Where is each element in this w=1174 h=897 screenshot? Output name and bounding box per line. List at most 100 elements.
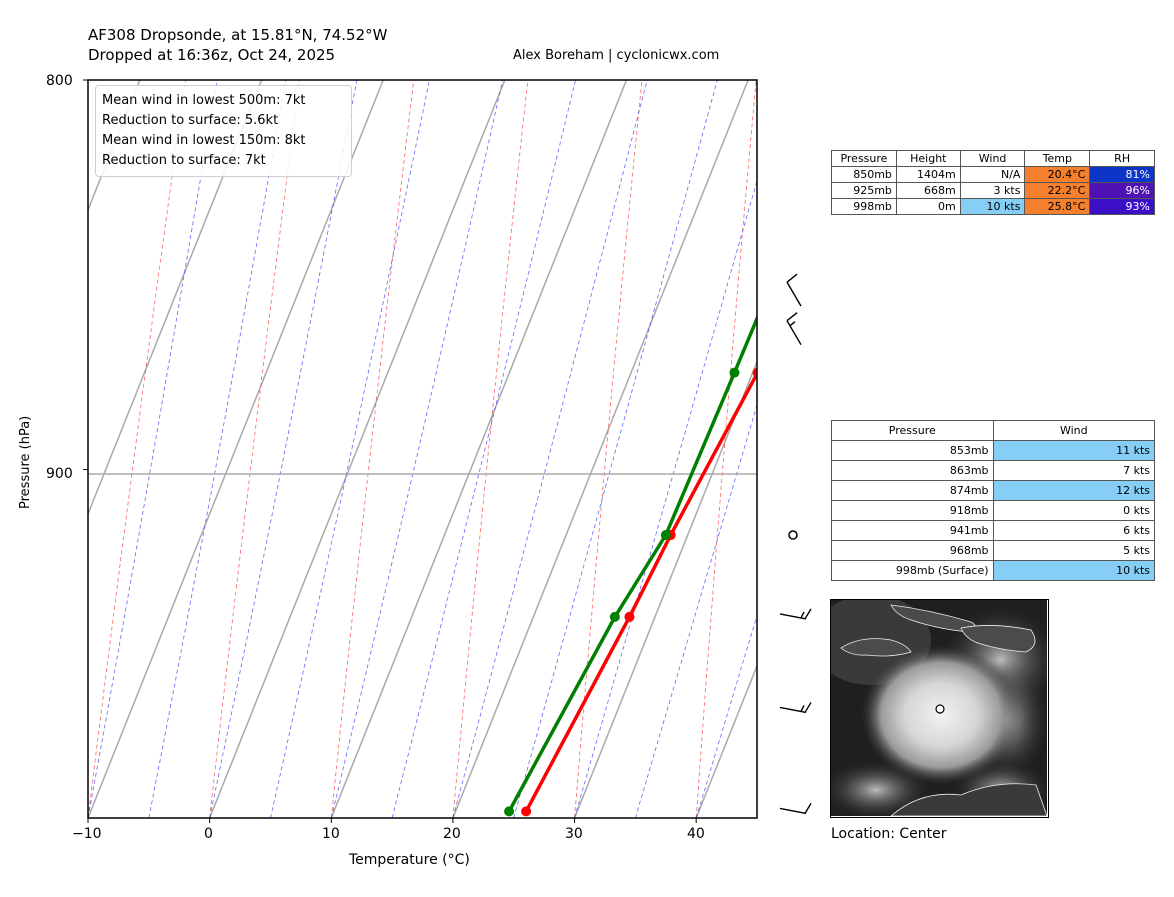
levels-row: 925mb 668m 3 kts 22.2°C 96% bbox=[831, 182, 1155, 199]
legend-line-2: Reduction to surface: 5.6kt bbox=[102, 113, 279, 128]
wind-row: 853mb 11 kts bbox=[831, 440, 1156, 461]
wind-barb-flag bbox=[804, 803, 812, 814]
moist-adiabat-line bbox=[635, 403, 757, 818]
temperature-point bbox=[624, 611, 635, 622]
wind-barb-staff bbox=[786, 281, 802, 307]
legend-line-4: Reduction to surface: 7kt bbox=[102, 153, 266, 168]
isotherm-line bbox=[0, 80, 18, 818]
dropsonde-location-marker bbox=[935, 704, 945, 714]
cell-pressure: 998mb (Surface) bbox=[831, 560, 994, 581]
wind-barb bbox=[786, 312, 802, 346]
dry-adiabat-line bbox=[209, 80, 300, 818]
x-tick-10: 10 bbox=[322, 826, 340, 842]
wind-barb-flag bbox=[786, 312, 798, 322]
header-height: Height bbox=[895, 150, 961, 167]
wind-table-header: Pressure Wind bbox=[831, 420, 1156, 441]
cell-pressure: 850mb bbox=[831, 166, 897, 183]
moist-adiabat-line bbox=[391, 80, 576, 818]
cell-wind: 10 kts bbox=[992, 560, 1156, 581]
background-guide-lines bbox=[0, 80, 757, 818]
cell-wind: N/A bbox=[959, 166, 1026, 183]
cell-pressure: 998mb bbox=[831, 198, 897, 215]
dewpoint-point bbox=[729, 367, 740, 378]
header-rh: RH bbox=[1089, 150, 1155, 167]
cell-wind: 5 kts bbox=[992, 540, 1156, 561]
dry-adiabat-line bbox=[88, 80, 186, 818]
credit-text: Alex Boreham | cyclonicwx.com bbox=[513, 48, 720, 63]
cell-height: 1404m bbox=[895, 166, 961, 183]
dry-adiabat-line bbox=[574, 80, 643, 818]
dewpoint-point bbox=[764, 287, 774, 297]
x-tick-0: 0 bbox=[204, 826, 213, 842]
moist-adiabat-line bbox=[88, 80, 218, 818]
satellite-image bbox=[830, 599, 1049, 818]
cell-wind: 11 kts bbox=[992, 440, 1156, 461]
cell-pressure: 863mb bbox=[831, 460, 994, 481]
plot-frame bbox=[87, 79, 758, 819]
temperature-point bbox=[521, 806, 532, 817]
isotherm-line bbox=[452, 80, 749, 818]
wind-barb-staff bbox=[779, 807, 807, 815]
cell-pressure: 941mb bbox=[831, 520, 994, 541]
levels-row: 998mb 0m 10 kts 25.8°C 93% bbox=[831, 198, 1155, 215]
cell-rh: 96% bbox=[1089, 182, 1155, 199]
wind-barb-half-flag bbox=[789, 321, 796, 327]
wind-row: 941mb 6 kts bbox=[831, 520, 1156, 541]
header-pressure: Pressure bbox=[831, 150, 897, 167]
header-wind: Wind bbox=[959, 150, 1026, 167]
wind-barb-flag bbox=[804, 608, 812, 620]
title-line-1: AF308 Dropsonde, at 15.81°N, 74.52°W bbox=[88, 26, 388, 44]
cell-temp: 20.4°C bbox=[1024, 166, 1091, 183]
temperature-point bbox=[803, 287, 813, 297]
location-label: Location: Center bbox=[831, 826, 947, 842]
cell-wind: 3 kts bbox=[959, 182, 1026, 199]
cell-rh: 81% bbox=[1089, 166, 1155, 183]
temperature-point bbox=[752, 367, 757, 378]
moist-adiabat-line bbox=[574, 179, 757, 818]
cell-pressure: 918mb bbox=[831, 500, 994, 521]
wind-row: 874mb 12 kts bbox=[831, 480, 1156, 501]
cell-height: 0m bbox=[895, 198, 961, 215]
cell-temp: 22.2°C bbox=[1024, 182, 1091, 199]
y-tick-900: 900 bbox=[46, 466, 73, 482]
header-temp: Temp bbox=[1024, 150, 1091, 167]
x-axis-label: Temperature (°C) bbox=[349, 852, 470, 868]
cell-wind: 7 kts bbox=[992, 460, 1156, 481]
isotherm-line bbox=[695, 663, 757, 818]
levels-table: Pressure Height Wind Temp RH 850mb 1404m… bbox=[831, 150, 1155, 215]
moist-adiabat-line bbox=[452, 80, 648, 818]
isotherm-line bbox=[208, 80, 506, 818]
x-tick-minus10: −10 bbox=[72, 826, 102, 842]
wind-barb bbox=[779, 608, 812, 620]
cell-temp: 25.8°C bbox=[1024, 198, 1091, 215]
wind-barb bbox=[779, 702, 812, 714]
calm-wind-circle bbox=[788, 530, 798, 540]
x-tick-30: 30 bbox=[565, 826, 583, 842]
cell-wind: 6 kts bbox=[992, 520, 1156, 541]
isotherm-line bbox=[88, 80, 384, 818]
dewpoint-point bbox=[609, 611, 620, 622]
header-wind: Wind bbox=[992, 420, 1156, 441]
cell-height: 668m bbox=[895, 182, 961, 199]
dry-adiabat-line bbox=[695, 80, 757, 818]
dewpoint-point bbox=[660, 530, 671, 541]
cell-pressure: 853mb bbox=[831, 440, 994, 461]
wind-row: 998mb (Surface) 10 kts bbox=[831, 560, 1156, 581]
wind-barb-flag bbox=[786, 273, 798, 283]
wind-barb bbox=[786, 273, 802, 307]
cell-pressure: 874mb bbox=[831, 480, 994, 501]
cell-pressure: 968mb bbox=[831, 540, 994, 561]
wind-barb-flag bbox=[804, 702, 812, 713]
isotherm-line bbox=[88, 80, 263, 516]
legend-line-3: Mean wind in lowest 150m: 8kt bbox=[102, 133, 306, 148]
wind-row: 968mb 5 kts bbox=[831, 540, 1156, 561]
moist-adiabat-line bbox=[148, 80, 287, 818]
cell-wind: 12 kts bbox=[992, 480, 1156, 501]
dry-adiabat-line bbox=[452, 80, 529, 818]
temperature-line bbox=[524, 370, 757, 813]
isotherm-line bbox=[330, 80, 628, 818]
wind-barb-half-flag bbox=[800, 611, 805, 619]
wind-row: 863mb 7 kts bbox=[831, 460, 1156, 481]
cell-wind: 0 kts bbox=[992, 500, 1156, 521]
